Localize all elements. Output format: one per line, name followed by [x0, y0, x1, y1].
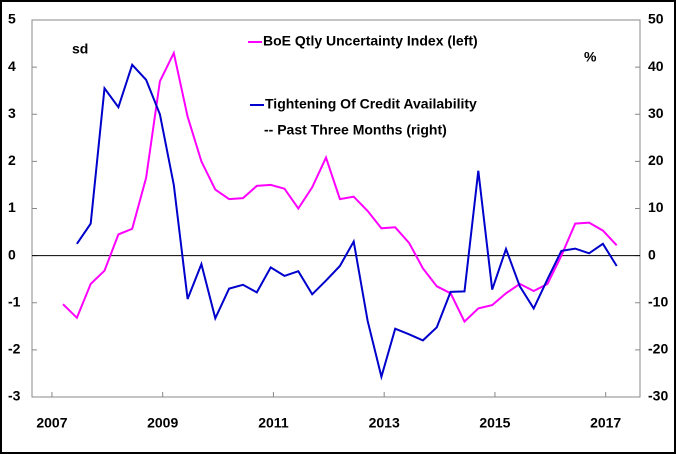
x-tick-label: 2011: [258, 415, 289, 431]
legend-note: -- Past Three Months (right): [264, 122, 447, 138]
y-unit: sd: [72, 41, 88, 57]
y-tick-label: -2: [8, 341, 21, 357]
y2-tick-label: 0: [648, 246, 656, 262]
y-tick-label: 4: [8, 58, 16, 74]
y2-tick-label: 10: [648, 199, 664, 215]
y2-unit: %: [584, 49, 597, 65]
x-tick-label: 2017: [590, 415, 621, 431]
legend-label: Tightening Of Credit Availability: [265, 96, 477, 112]
y2-tick-label: 40: [648, 58, 664, 74]
series-line: [76, 62, 618, 381]
y-tick-label: -3: [8, 388, 21, 404]
y-tick-label: 3: [8, 105, 16, 121]
y2-tick-label: 20: [648, 152, 664, 168]
y2-tick-label: -10: [648, 293, 668, 309]
x-tick-label: 2007: [36, 415, 67, 431]
x-tick-label: 2015: [479, 415, 510, 431]
y-tick-label: 5: [8, 11, 16, 27]
series-line: [62, 49, 618, 324]
x-tick-label: 2009: [147, 415, 178, 431]
x-tick-label: 2013: [369, 415, 400, 431]
y2-tick-label: -20: [648, 341, 668, 357]
y-tick-label: 0: [8, 246, 16, 262]
y2-tick-label: -30: [648, 388, 668, 404]
y2-tick-label: 30: [648, 105, 664, 121]
y2-tick-label: 50: [648, 11, 664, 27]
legend-label: BoE Qtly Uncertainty Index (left): [263, 33, 478, 49]
y-tick-label: 1: [8, 199, 16, 215]
y-tick-label: -1: [8, 293, 21, 309]
y-tick-label: 2: [8, 152, 16, 168]
